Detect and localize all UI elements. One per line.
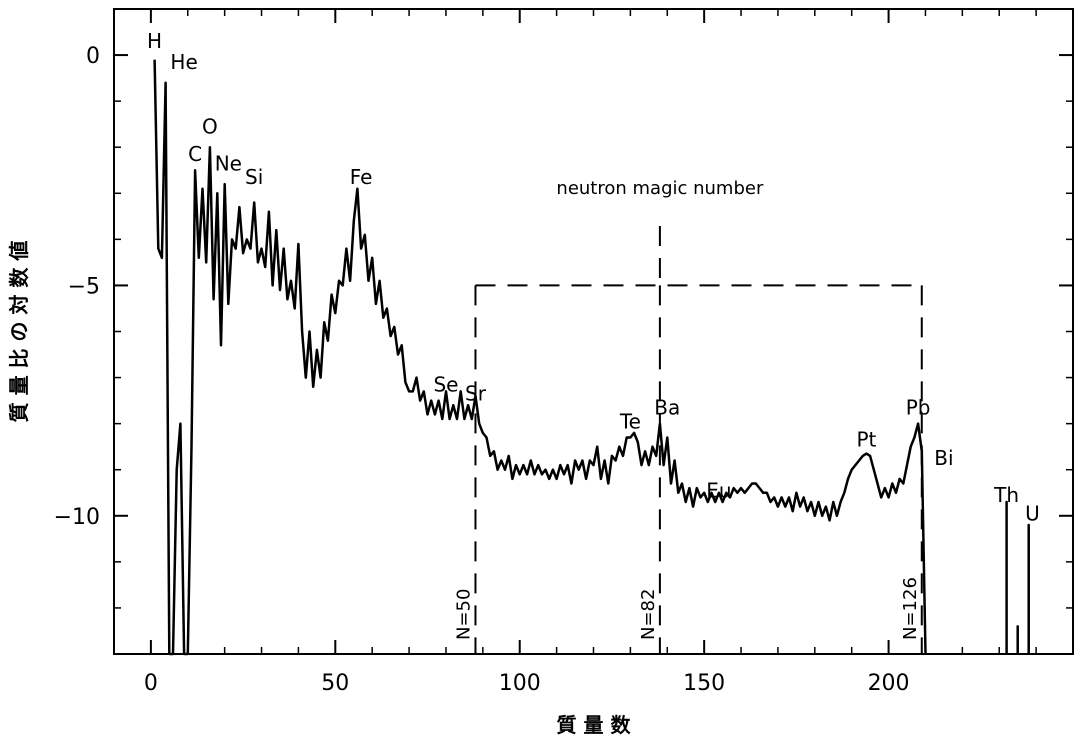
y-axis-label: 質 量 比 の 対 数 値 — [7, 241, 31, 423]
element-label: Ne — [215, 151, 242, 175]
element-label: Bi — [934, 446, 953, 470]
x-tick-label: 200 — [868, 671, 910, 696]
element-label: Pt — [856, 428, 876, 452]
element-label: Eu — [706, 478, 731, 502]
element-label: U — [1025, 501, 1040, 525]
element-label: Th — [993, 483, 1019, 507]
x-tick-label: 50 — [321, 671, 349, 696]
element-label: Pb — [906, 395, 931, 419]
x-tick-label: 0 — [144, 671, 158, 696]
element-label: H — [147, 29, 162, 53]
element-label: Si — [245, 165, 263, 189]
y-tick-label: 0 — [86, 44, 100, 69]
magic-line-label: N=50 — [453, 589, 474, 640]
x-tick-label: 150 — [683, 671, 725, 696]
magic-line-label: N=82 — [638, 589, 659, 640]
element-label: C — [188, 142, 202, 166]
axis-ticks — [114, 8, 1073, 655]
element-label: He — [170, 50, 197, 74]
magic-number-guides: N=50 N=82 N=126 — [453, 226, 923, 654]
x-tick-label: 100 — [499, 671, 541, 696]
magic-number-title: neutron magic number — [556, 178, 764, 199]
element-label: O — [202, 114, 218, 138]
y-tick-label: −10 — [54, 505, 100, 530]
magic-line-label: N=126 — [900, 577, 921, 640]
plot-frame — [113, 8, 1074, 655]
element-label: Fe — [350, 165, 373, 189]
series-line-0 — [153, 59, 927, 656]
element-label: Te — [619, 409, 641, 433]
element-label: Sr — [465, 382, 487, 406]
axis-tick-labels: 0 50 100 150 200 0 −5 −10 — [54, 44, 910, 696]
y-tick-label: −5 — [68, 274, 100, 299]
element-label: Ba — [654, 395, 680, 419]
abundance-series — [153, 59, 1030, 656]
x-axis-label: 質 量 数 — [557, 713, 632, 737]
element-label: Se — [433, 372, 458, 396]
